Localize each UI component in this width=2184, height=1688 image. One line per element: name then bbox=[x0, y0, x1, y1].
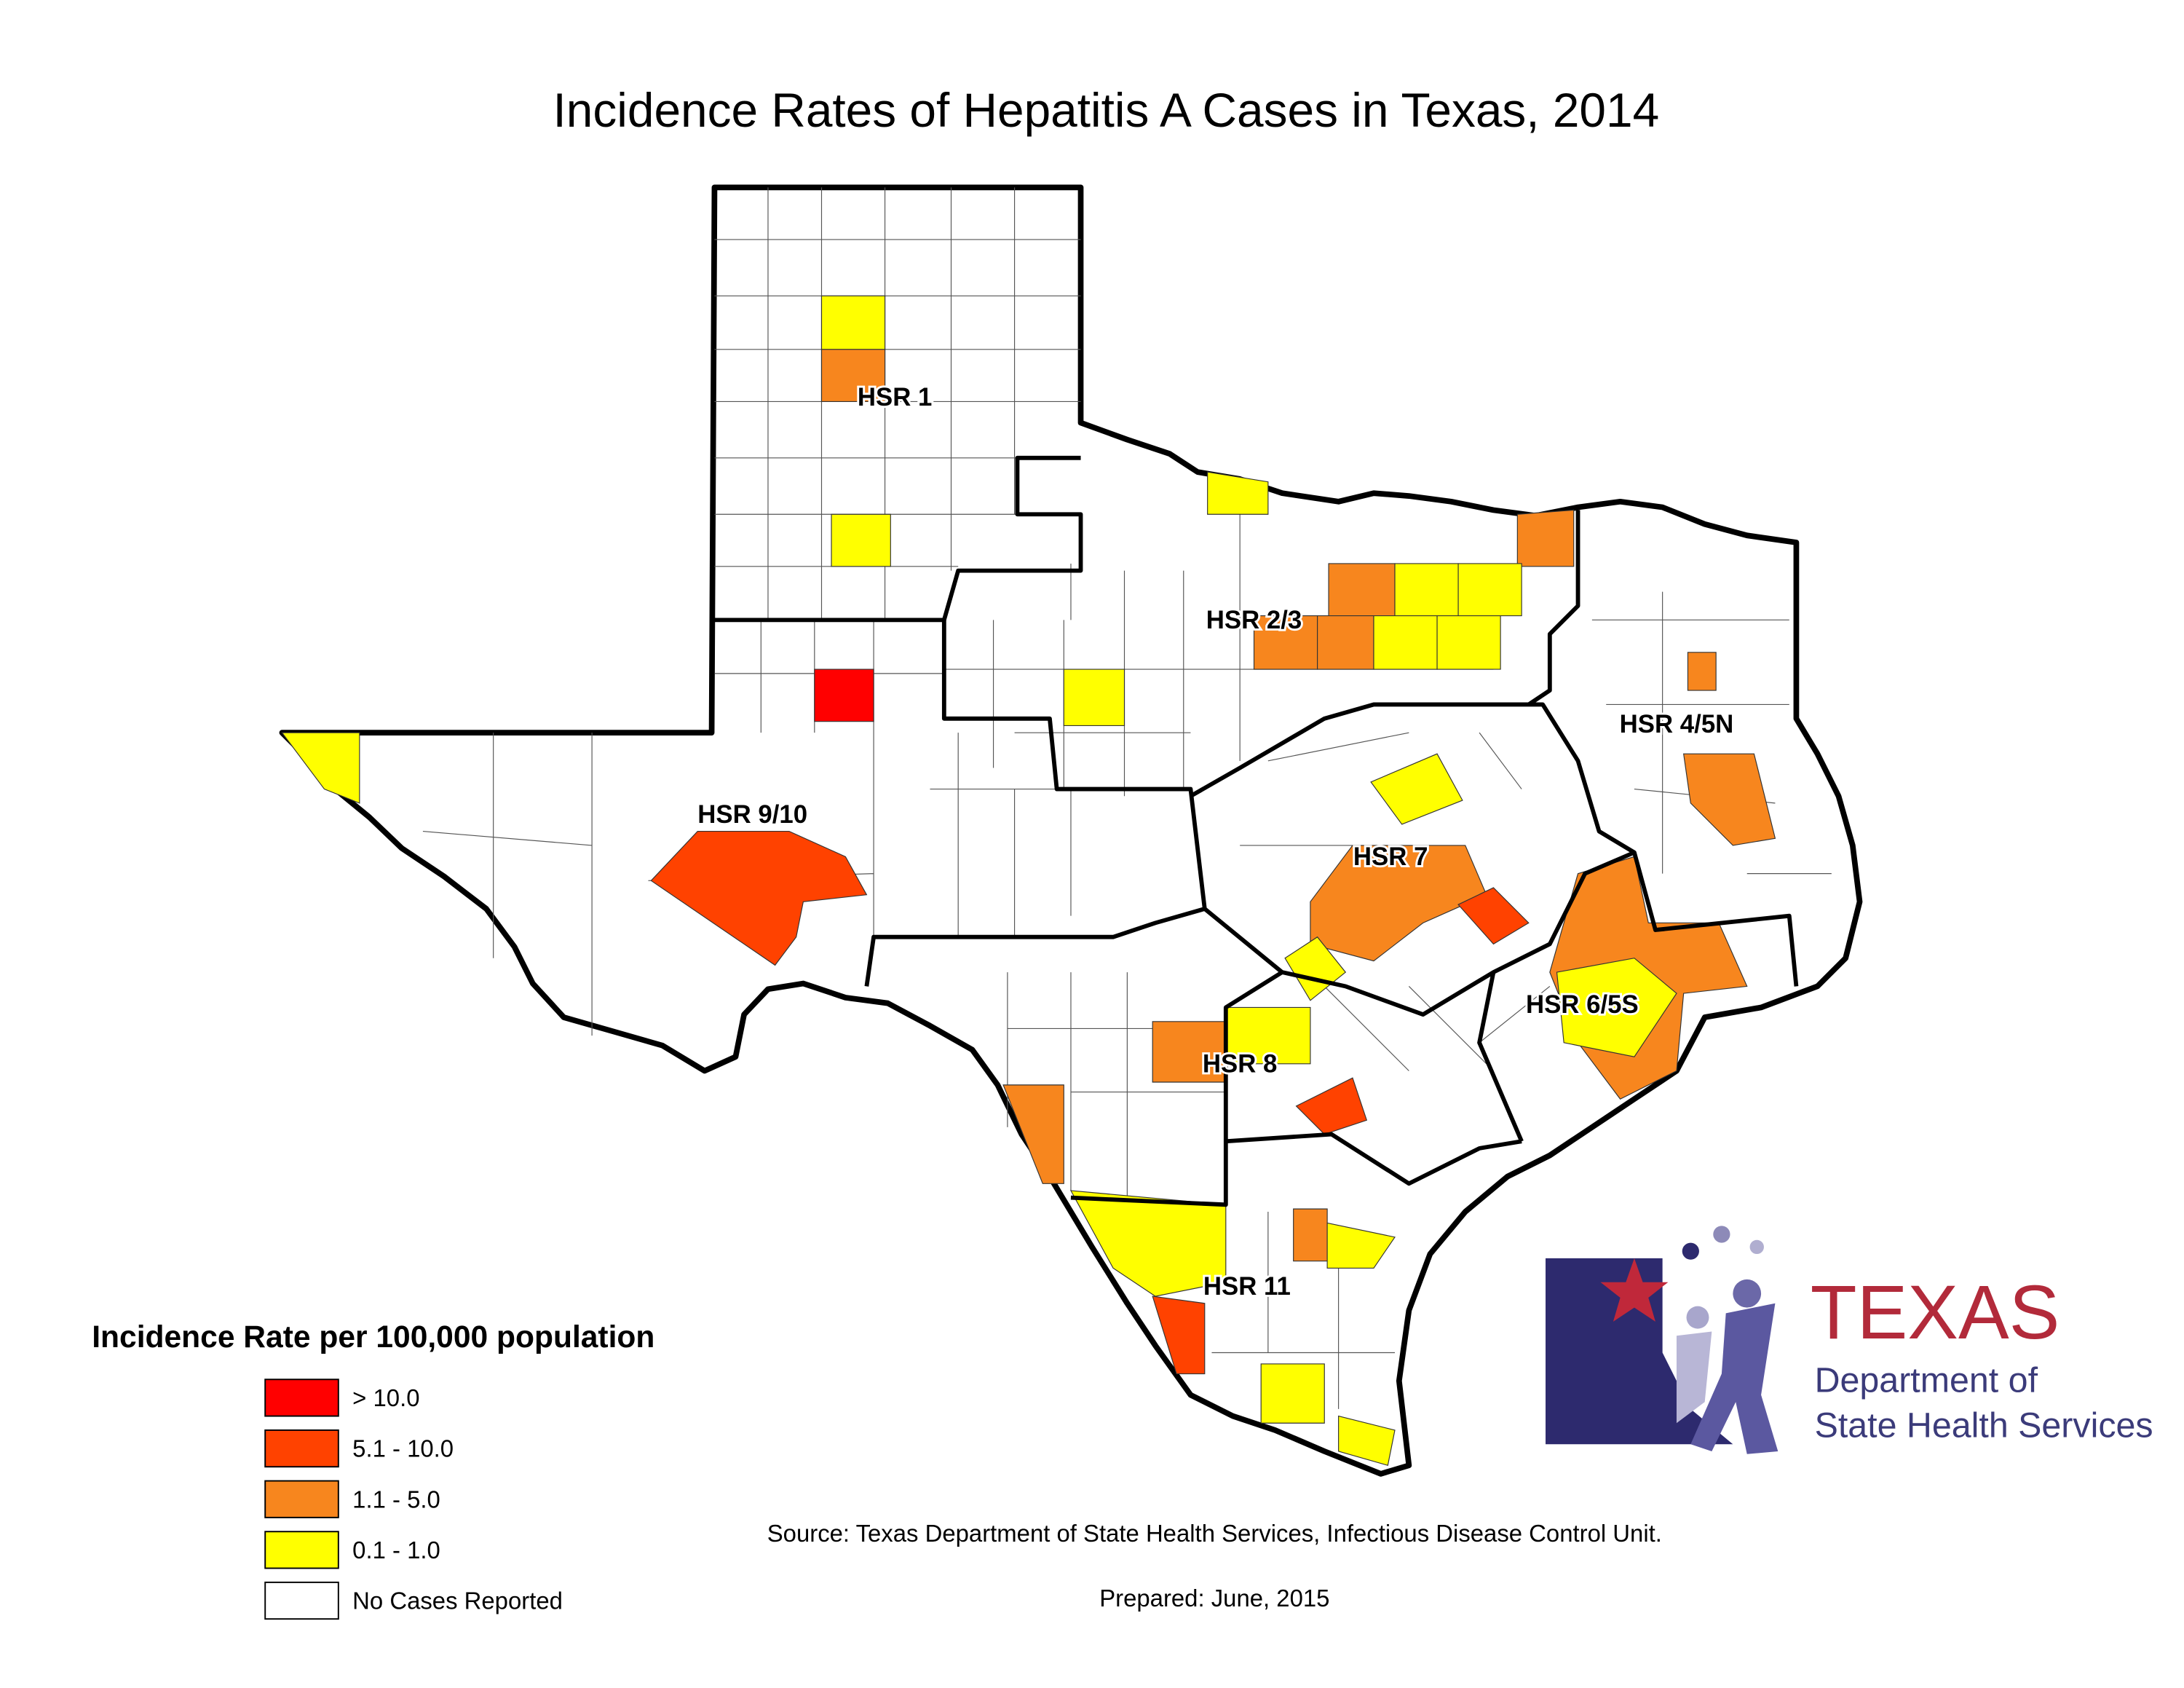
legend-label: No Cases Reported bbox=[352, 1588, 563, 1614]
county bbox=[650, 831, 868, 966]
logo-line: Department of bbox=[1815, 1361, 2038, 1400]
county bbox=[1394, 563, 1459, 617]
region-label: HSR 8 bbox=[1203, 1049, 1278, 1078]
county bbox=[820, 295, 886, 350]
region-label: HSR 4/5N bbox=[1620, 710, 1734, 738]
region-label: HSR 7 bbox=[1353, 843, 1428, 871]
region-label: HSR 6/5S bbox=[1526, 990, 1639, 1019]
legend-swatch bbox=[264, 1480, 339, 1518]
legend-swatch bbox=[264, 1531, 339, 1569]
logo-figure bbox=[1690, 1303, 1779, 1454]
logo-figure bbox=[1733, 1279, 1762, 1308]
county bbox=[1063, 669, 1125, 727]
logo-star bbox=[1682, 1242, 1699, 1260]
county bbox=[1295, 1077, 1368, 1135]
region-boundaries bbox=[711, 455, 1799, 1207]
region-label: HSR 1 bbox=[858, 383, 933, 411]
county bbox=[1326, 1222, 1396, 1269]
region-label: HSR 2/3 bbox=[1206, 606, 1302, 634]
prepared-note: Prepared: June, 2015 bbox=[1099, 1585, 1329, 1612]
county bbox=[814, 669, 874, 722]
county bbox=[1682, 753, 1776, 846]
counties bbox=[281, 295, 1776, 1467]
legend: Incidence Rate per 100,000 population > … bbox=[92, 1320, 654, 1620]
county bbox=[1338, 1415, 1396, 1467]
logo-name: TEXAS bbox=[1811, 1270, 2060, 1355]
county bbox=[1207, 471, 1269, 515]
county bbox=[1152, 1295, 1206, 1375]
county bbox=[1556, 958, 1677, 1057]
legend-swatch bbox=[264, 1429, 339, 1468]
legend-label: 5.1 - 10.0 bbox=[352, 1435, 454, 1462]
map-title: Incidence Rates of Hepatitis A Cases in … bbox=[553, 83, 1660, 137]
county bbox=[1436, 615, 1501, 670]
agency-logo: TEXAS Department of State Health Service… bbox=[1546, 1226, 2153, 1454]
region-label: HSR 9/10 bbox=[697, 800, 807, 829]
county bbox=[1457, 887, 1530, 945]
logo-shape bbox=[1546, 1258, 1733, 1445]
region-labels: HSR 1 HSR 2/3 HSR 4/5N HSR 9/10 HSR 7 HS… bbox=[695, 381, 1736, 1303]
logo-figure bbox=[1686, 1306, 1709, 1329]
county bbox=[1457, 563, 1522, 617]
county bbox=[1293, 1208, 1328, 1262]
county bbox=[831, 513, 891, 567]
legend-label: > 10.0 bbox=[352, 1384, 419, 1411]
logo-star bbox=[1749, 1239, 1764, 1255]
legend-title: Incidence Rate per 100,000 population bbox=[92, 1320, 654, 1354]
region-label: HSR 11 bbox=[1203, 1272, 1291, 1301]
county bbox=[1260, 1363, 1325, 1424]
legend-label: 1.1 - 5.0 bbox=[352, 1486, 440, 1513]
logo-figure bbox=[1676, 1331, 1712, 1424]
county bbox=[1373, 615, 1438, 670]
county bbox=[1284, 936, 1347, 1001]
county bbox=[281, 732, 360, 804]
source-note: Source: Texas Department of State Health… bbox=[767, 1520, 1662, 1547]
logo-star bbox=[1713, 1226, 1730, 1243]
county bbox=[820, 349, 886, 403]
legend-swatch bbox=[264, 1379, 339, 1417]
county bbox=[1370, 753, 1463, 825]
county bbox=[1687, 652, 1717, 691]
logo-star bbox=[1600, 1258, 1669, 1322]
legend-swatch bbox=[264, 1581, 339, 1620]
county bbox=[1516, 509, 1575, 567]
legend-label: 0.1 - 1.0 bbox=[352, 1537, 440, 1563]
county bbox=[1328, 563, 1396, 617]
logo-line: State Health Services bbox=[1815, 1406, 2153, 1446]
county bbox=[1002, 1084, 1064, 1184]
county bbox=[1317, 615, 1374, 670]
